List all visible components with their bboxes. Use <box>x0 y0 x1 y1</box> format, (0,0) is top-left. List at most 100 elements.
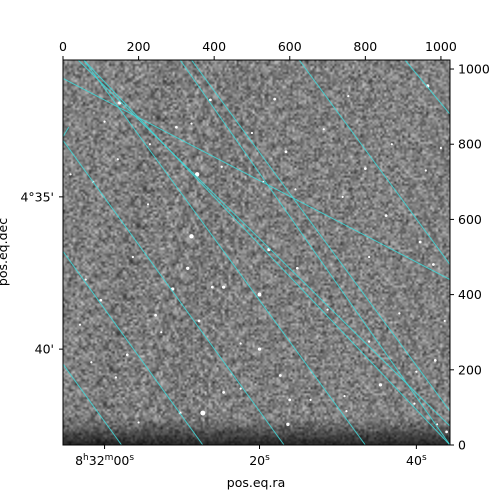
noise-texture <box>63 60 450 445</box>
star <box>284 150 288 154</box>
star <box>341 195 344 198</box>
world-axis-ticks: 8h32m00s 20s 40s 4°35' 40' <box>20 189 427 468</box>
star <box>210 285 214 289</box>
star <box>286 422 290 426</box>
y-axis-label: pos.eq.dec <box>0 218 10 286</box>
star <box>131 255 135 259</box>
star <box>278 374 282 377</box>
star <box>221 285 226 289</box>
star <box>239 387 242 390</box>
x-pixel-tick-label: 200 <box>127 39 151 54</box>
x-pixel-tick-label: 800 <box>353 39 377 54</box>
grid-line <box>298 60 450 265</box>
star <box>288 398 292 402</box>
star <box>413 402 416 405</box>
ra-tick-label: 8h32m00s <box>75 453 134 468</box>
star <box>200 410 206 416</box>
star <box>378 383 383 387</box>
star <box>239 342 242 345</box>
star <box>189 234 194 239</box>
x-pixel-tick-label: 600 <box>278 39 302 54</box>
star <box>114 376 118 379</box>
dec-tick-label: 4°35' <box>20 189 54 204</box>
star <box>116 158 119 161</box>
star <box>190 122 193 125</box>
star <box>433 359 437 362</box>
star <box>398 312 401 315</box>
star <box>220 165 223 168</box>
star <box>209 98 212 102</box>
star <box>415 370 418 373</box>
grid-line <box>191 60 450 412</box>
grid-line <box>63 127 70 137</box>
y-pixel-tick-label: 600 <box>458 212 482 227</box>
star <box>148 143 152 146</box>
grid-line <box>77 60 450 427</box>
star <box>345 410 348 413</box>
star <box>99 298 103 302</box>
star <box>436 423 439 426</box>
star <box>257 347 262 351</box>
x-pixel-tick-label: 1000 <box>425 39 457 54</box>
dec-tick-label: 40' <box>35 342 54 357</box>
ra-tick-label: 40s <box>406 453 427 468</box>
star <box>175 125 178 129</box>
star <box>160 331 163 334</box>
star <box>445 430 448 434</box>
star <box>439 146 443 150</box>
grid-line <box>63 140 285 445</box>
grid-line <box>179 60 450 445</box>
y-pixel-tick-label: 200 <box>458 362 482 377</box>
star <box>309 398 312 401</box>
star <box>194 172 200 177</box>
coordinate-grid <box>63 60 450 445</box>
star <box>347 94 350 98</box>
star <box>295 266 299 270</box>
star <box>257 292 262 297</box>
star <box>146 203 150 206</box>
x-axis-label: pos.eq.ra <box>227 475 285 490</box>
star <box>431 263 435 266</box>
star <box>222 390 225 394</box>
grid-line <box>63 77 450 281</box>
star <box>154 313 157 317</box>
star <box>424 169 427 172</box>
y-pixel-tick-label: 0 <box>458 438 466 453</box>
star <box>78 323 82 326</box>
star <box>186 266 190 270</box>
star <box>84 278 87 281</box>
star <box>443 319 446 323</box>
plot-frame <box>62 59 451 446</box>
y-pixel-tick-label: 400 <box>458 287 482 302</box>
star <box>273 97 277 101</box>
star <box>322 128 325 131</box>
grid-line <box>83 60 450 445</box>
stars <box>69 84 448 434</box>
y-pixel-tick-label: 800 <box>458 137 482 152</box>
ra-tick-label: 20s <box>249 453 270 468</box>
star <box>368 255 371 259</box>
star <box>326 308 329 311</box>
star <box>69 173 72 176</box>
star <box>137 421 140 424</box>
star <box>418 240 422 244</box>
star <box>90 361 93 364</box>
star <box>197 319 201 323</box>
star <box>390 143 393 146</box>
star <box>103 120 106 123</box>
grid-line <box>404 60 450 115</box>
star <box>294 188 297 191</box>
x-pixel-tick-label: 400 <box>202 39 226 54</box>
star <box>125 353 129 357</box>
y-pixel-tick-label: 1000 <box>458 62 490 77</box>
grid-line <box>63 363 122 445</box>
star <box>368 340 371 343</box>
star <box>363 167 367 171</box>
star <box>250 131 254 135</box>
grid-line <box>63 251 204 445</box>
star <box>384 214 388 218</box>
x-pixel-tick-label: 0 <box>59 39 67 54</box>
grid-line <box>83 60 366 445</box>
star-field-image <box>63 60 450 445</box>
